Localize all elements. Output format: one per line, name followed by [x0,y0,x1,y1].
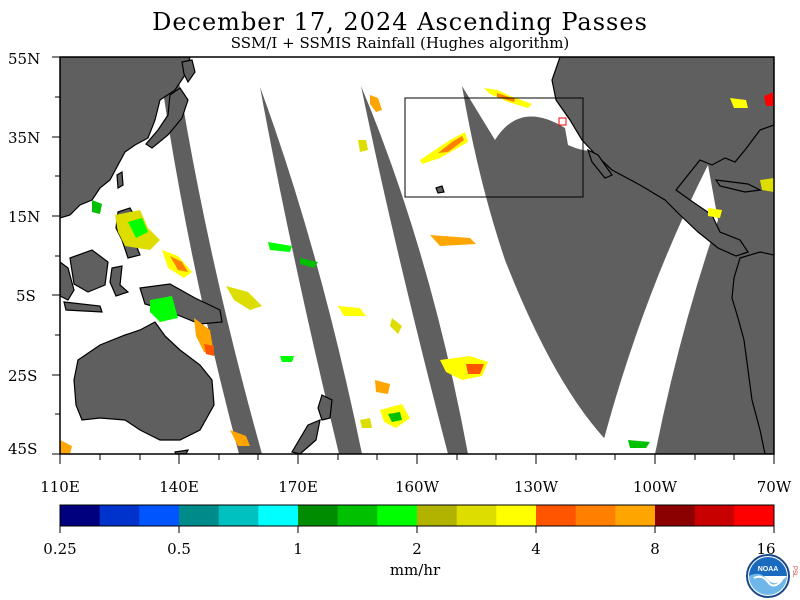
colorbar-swatch-11 [496,505,537,526]
lat-label-25s: 25S [8,367,38,385]
lon-label-70w: 70W [756,478,792,496]
colorbar-swatch-4 [218,505,259,526]
colorbar-label-2: 1 [293,540,303,558]
colorbar-swatch-1 [99,505,140,526]
land-japan [145,87,189,149]
marker-box [558,117,567,126]
swath-gap-2 [260,87,362,454]
lat-label-15n: 15N [8,208,41,226]
lon-label-160w: 160W [394,478,440,496]
rain-cells [60,88,774,454]
colorbar-swatch-5 [258,505,299,526]
colorbar-swatch-16 [694,505,735,526]
colorbar-swatch-2 [139,505,180,526]
lat-label-35n: 35N [8,129,41,147]
colorbar-swatch-10 [456,505,497,526]
colorbar-label-6: 16 [756,540,776,558]
colorbar-label-5: 8 [650,540,660,558]
lon-label-100w: 100W [632,478,678,496]
colorbar-swatch-14 [615,505,656,526]
region-box [404,97,584,198]
logo-side-text: PSL [791,566,797,578]
lat-label-55n: 55N [8,50,41,68]
land-new-zealand-n [317,394,333,421]
colorbar-label-1: 0.5 [167,540,191,558]
land-hawaii [435,185,445,194]
colorbar-swatch-15 [655,505,696,526]
land-baja [586,148,613,179]
colorbar-units: mm/hr [389,561,441,579]
colorbar-swatch-0 [60,505,101,526]
land-kamchatka [181,59,196,84]
lon-label-110e: 110E [40,478,80,496]
rain-cell-south-pacific [60,306,650,454]
logo-text: NOAA [758,566,779,573]
lon-label-130w: 130W [513,478,559,496]
colorbar-label-4: 4 [531,540,541,558]
land-asia [60,57,191,219]
page-subtitle: SSM/I + SSMIS Rainfall (Hughes algorithm… [230,34,570,52]
colorbar-swatch-9 [417,505,458,526]
colorbar-swatch-13 [575,505,616,526]
land-borneo [69,249,109,293]
rain-cell-americas [708,92,774,218]
colorbar-swatch-6 [298,505,339,526]
page-title: December 17, 2024 Ascending Passes [152,8,648,36]
land-sumatra [60,261,75,301]
land-cuba [714,179,763,193]
swath-gap-5 [600,165,718,454]
land-java [63,301,103,313]
swath-gap-1 [158,57,262,454]
land-taiwan [116,170,124,190]
noaa-logo: NOAA PSL [746,554,797,598]
colorbar-swatch-3 [179,505,220,526]
land-sulawesi [109,265,130,297]
colorbar-label-0: 0.25 [43,540,77,558]
lon-label-140e: 140E [159,478,199,496]
colorbar-label-3: 2 [412,540,422,558]
land-south-america [731,251,774,454]
land-new-zealand-s [291,419,321,454]
lat-label-5s: 5S [16,287,36,305]
colorbar-swatch-7 [337,505,378,526]
lon-label-170e: 170E [278,478,318,496]
lat-label-45s: 45S [8,440,38,458]
land-australia [73,321,215,441]
colorbar-ticks [59,526,775,533]
colorbar-swatch-17 [734,505,775,526]
colorbar-swatch-12 [536,505,577,526]
land-north-america [551,57,774,257]
colorbar-swatch-8 [377,505,418,526]
axis-ticks [52,56,775,464]
rain-cell-west-pacific [92,200,318,356]
